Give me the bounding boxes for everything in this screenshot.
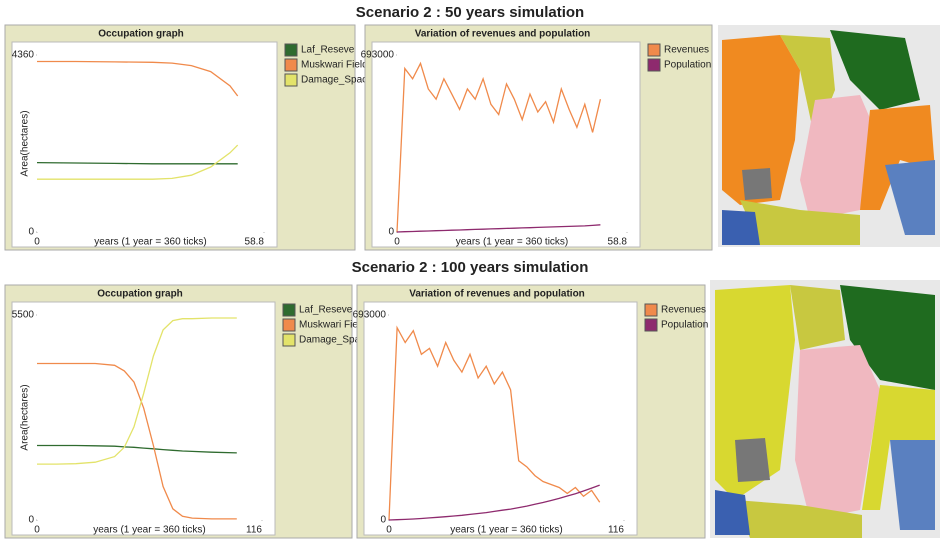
- legend-label: Revenues: [664, 45, 709, 56]
- map-zone: [862, 385, 935, 510]
- plot-area: [371, 41, 641, 248]
- x-axis-label: years (1 year = 360 ticks): [456, 237, 569, 248]
- legend-swatch: [647, 58, 661, 72]
- map-zone: [830, 30, 920, 110]
- map-zone: [742, 168, 772, 200]
- y-tick-label: 0: [380, 515, 386, 526]
- legend-label: Population: [664, 60, 711, 71]
- scenario-heading: Scenario 2 : 100 years simulation: [352, 259, 589, 276]
- y-tick-label: 5500: [12, 310, 35, 321]
- series-line: [396, 224, 601, 233]
- series-line: [37, 317, 237, 465]
- y-tick-label: 693000: [353, 310, 387, 321]
- map-zone: [795, 345, 880, 520]
- x-axis-label: years (1 year = 360 ticks): [94, 237, 207, 248]
- legend-label: Laf_Reseve: [301, 45, 355, 56]
- map-zone: [740, 200, 860, 245]
- legend-label: Damage_Space: [299, 335, 371, 346]
- plot-area: [11, 301, 276, 536]
- y-tick-label: 0: [28, 515, 34, 526]
- plot-panel: Occupation graph 0 4360 0 58.8 years (1 year …: [4, 24, 373, 251]
- plot-title: Variation of revenues and population: [415, 29, 591, 40]
- series-line: [37, 144, 239, 180]
- legend-swatch: [284, 73, 298, 87]
- legend-swatch: [282, 303, 296, 317]
- map-zone: [735, 438, 770, 482]
- y-tick-label: 0: [388, 227, 394, 238]
- series-line: [388, 484, 600, 521]
- map-100-years: [710, 280, 940, 538]
- series-line: [37, 444, 237, 454]
- series-line: [36, 161, 238, 165]
- series-line: [396, 61, 602, 233]
- legend-label: Revenues: [661, 305, 706, 316]
- map-zone: [890, 440, 935, 530]
- plot-panel: Variation of revenues and population 0 693…: [353, 284, 708, 539]
- x-tick-label: 0: [394, 237, 400, 248]
- legend-swatch: [284, 58, 298, 72]
- x-tick-label: 0: [34, 237, 40, 248]
- legend-label: Laf_Reseve: [299, 305, 353, 316]
- x-axis-label: years (1 year = 360 ticks): [450, 525, 563, 536]
- map-zone: [840, 285, 935, 390]
- map-zone: [800, 95, 875, 220]
- plot-panel: Occupation graph 0 5500 0 116 years (1 year =…: [4, 284, 371, 539]
- x-tick-label: 58.8: [245, 237, 265, 248]
- x-tick-label: 0: [386, 525, 392, 536]
- map-zone: [722, 210, 760, 245]
- legend-label: Muskwari Field: [301, 60, 368, 71]
- x-tick-label: 116: [608, 525, 624, 536]
- y-axis-label: Area(hectares): [20, 384, 31, 450]
- series-line: [37, 362, 237, 520]
- scenario-heading: Scenario 2 : 50 years simulation: [356, 4, 584, 21]
- y-axis-label: Area(hectares): [20, 110, 31, 176]
- map-zone: [715, 490, 750, 535]
- plot-area: [11, 41, 278, 248]
- y-tick-label: 693000: [361, 50, 395, 61]
- legend-swatch: [284, 43, 298, 57]
- series-line: [37, 60, 239, 97]
- plot-area: [363, 301, 638, 536]
- plot-panel: Variation of revenues and population 0 693…: [361, 24, 713, 251]
- legend-label: Muskwari Field: [299, 320, 366, 331]
- legend-swatch: [647, 43, 661, 57]
- map-zone: [735, 500, 862, 538]
- map-zone: [790, 285, 845, 350]
- legend-label: Damage_Space: [301, 75, 373, 86]
- map-50-years: [718, 25, 940, 247]
- x-tick-label: 0: [34, 525, 40, 536]
- plot-title: Occupation graph: [98, 29, 184, 40]
- x-axis-label: years (1 year = 360 ticks): [93, 525, 206, 536]
- x-tick-label: 116: [246, 525, 262, 536]
- map-zone: [885, 160, 935, 235]
- x-tick-label: 58.8: [608, 237, 628, 248]
- legend-swatch: [644, 318, 658, 332]
- legend-swatch: [282, 333, 296, 347]
- legend-swatch: [644, 303, 658, 317]
- legend-swatch: [282, 318, 296, 332]
- legend-label: Population: [661, 320, 708, 331]
- y-tick-label: 0: [28, 227, 34, 238]
- map-zone: [722, 35, 800, 205]
- map-zone: [715, 285, 795, 500]
- plot-title: Occupation graph: [97, 289, 183, 300]
- map-zone: [860, 105, 935, 210]
- plot-title: Variation of revenues and population: [409, 289, 585, 300]
- y-tick-label: 4360: [12, 50, 35, 61]
- series-line: [388, 325, 601, 521]
